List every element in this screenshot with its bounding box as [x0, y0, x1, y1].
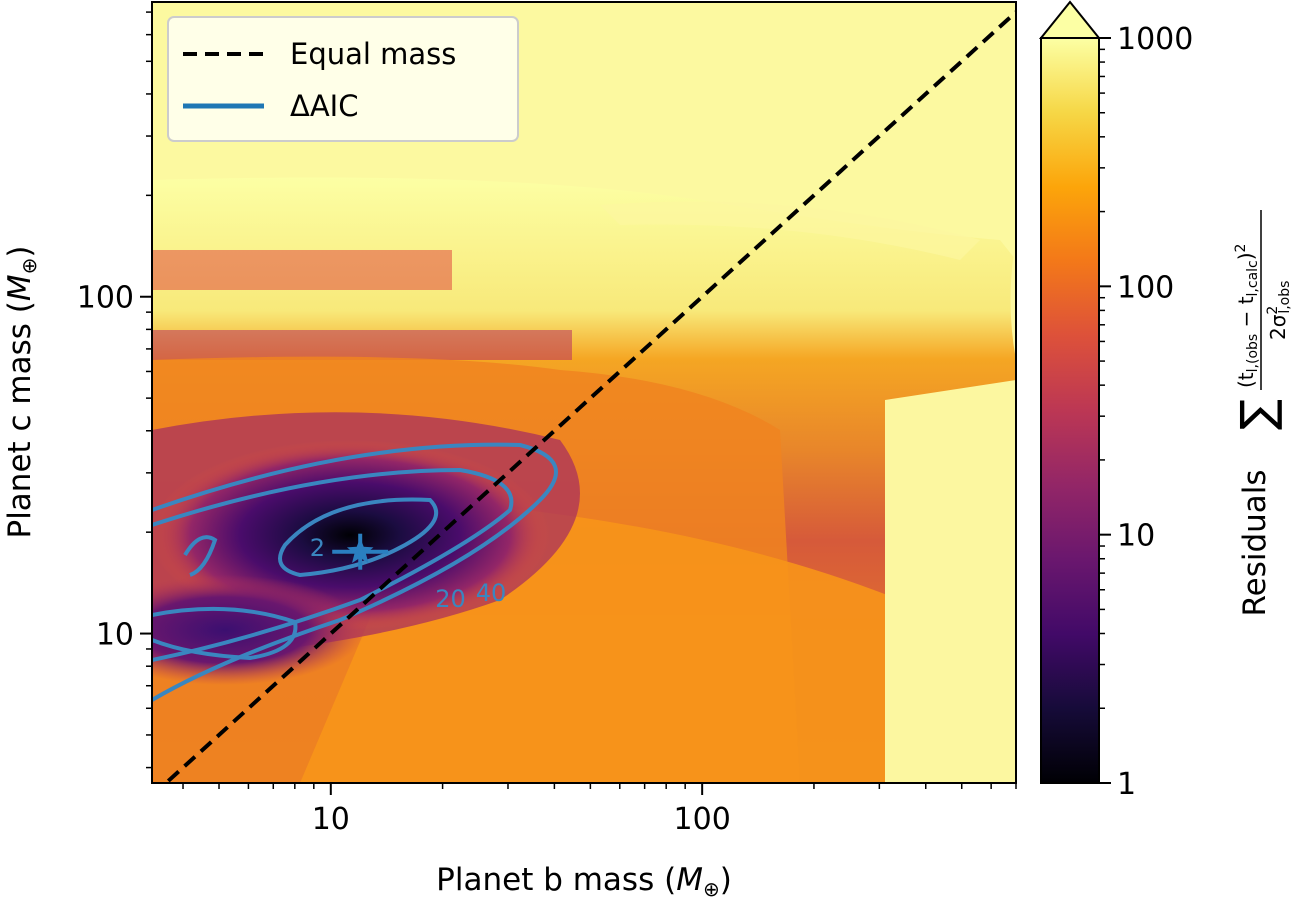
colorbar-tick-label-1000: 1000 — [1117, 22, 1193, 57]
best-fit-star-marker — [332, 533, 389, 570]
x-axis-label-text: Planet b mass ( — [436, 862, 676, 897]
colorbar-label: Residuals — [1237, 469, 1273, 616]
contour-middle — [152, 467, 514, 662]
legend-label-equal-mass: Equal mass — [290, 37, 456, 71]
colorbar-ticks: 1 10 100 1000 — [1099, 22, 1193, 802]
equal-mass-line — [163, 10, 1016, 783]
contour-labels: 2 20 40 — [310, 534, 507, 613]
contour-label-20: 20 — [435, 585, 466, 613]
formula-numerator: (tl,(obs − tl,calc)2 — [1233, 244, 1261, 388]
colorbar-formula: ∑ (tl,(obs − tl,calc)2 2σ2l,obs — [1230, 210, 1293, 430]
delta-aic-contours — [152, 442, 558, 702]
colorbar-gradient — [1041, 38, 1099, 783]
legend-box — [167, 16, 519, 142]
colorbar-tick-label-1: 1 — [1117, 767, 1136, 802]
x-axis-label-unit: M — [676, 862, 703, 897]
legend: Equal mass ΔAIC — [167, 16, 519, 142]
colorbar-frame — [1040, 37, 1100, 784]
x-axis-label: Planet b mass (M⊕) — [436, 862, 732, 897]
y-tick-label-100: 100 — [77, 281, 134, 316]
y-axis-label-unit: M — [2, 274, 38, 301]
y-tick-label-10: 10 — [96, 618, 134, 653]
colorbar-tick-label-10: 10 — [1117, 519, 1155, 554]
formula-denominator: 2σ2l,obs — [1265, 281, 1293, 340]
contour-inner — [278, 497, 439, 578]
y-axis-ticks: 10 100 — [77, 11, 152, 769]
contour-outer — [152, 442, 558, 702]
contour-lower — [152, 606, 298, 661]
x-tick-label-100: 100 — [674, 802, 731, 837]
y-axis-label-text: Planet c mass ( — [2, 301, 38, 538]
legend-label-delta-aic: ΔAIC — [290, 89, 358, 123]
y-axis-label: Planet c mass (M⊕) — [2, 246, 41, 539]
colorbar-tick-label-100: 100 — [1117, 270, 1174, 305]
x-axis-label-close: ) — [720, 862, 732, 897]
plot-frame — [151, 1, 1017, 784]
x-axis-ticks: 10 100 — [182, 783, 1017, 837]
colorbar-extend-arrow — [1038, 0, 1102, 39]
y-axis-label-sub: ⊕ — [17, 258, 41, 275]
y-axis-label-close: ) — [2, 246, 38, 258]
x-tick-label-10: 10 — [312, 802, 350, 837]
x-axis-label-sub: ⊕ — [703, 877, 720, 897]
formula-sum: ∑ — [1230, 399, 1284, 430]
colorbar: 1 10 100 1000 Residuals ∑ (tl,(obs − tl,cal… — [1038, 0, 1293, 802]
contour-left — [183, 535, 218, 577]
contour-label-40: 40 — [476, 579, 507, 607]
contour-label-2: 2 — [310, 534, 325, 562]
